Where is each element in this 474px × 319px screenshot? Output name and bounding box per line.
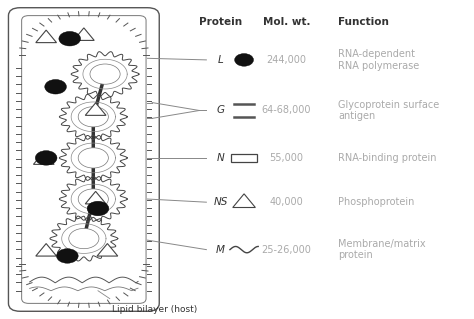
Text: Glycoprotein surface
antigen: Glycoprotein surface antigen [338, 100, 439, 121]
Polygon shape [50, 216, 118, 261]
Text: Function: Function [338, 17, 389, 27]
Polygon shape [73, 28, 94, 41]
Polygon shape [85, 191, 106, 204]
Text: M: M [216, 245, 225, 255]
Text: Lipid bilayer (host): Lipid bilayer (host) [112, 305, 197, 314]
Text: 55,000: 55,000 [270, 153, 303, 163]
Bar [231, 154, 257, 162]
Text: N: N [217, 153, 224, 163]
Polygon shape [71, 52, 139, 97]
Text: G: G [217, 106, 225, 115]
Text: NS: NS [213, 197, 228, 207]
Polygon shape [34, 152, 54, 164]
Text: 244,000: 244,000 [266, 55, 307, 65]
Circle shape [69, 228, 99, 249]
Circle shape [59, 32, 81, 46]
Circle shape [78, 148, 109, 168]
Circle shape [235, 54, 254, 66]
Text: Membrane/matrix
protein: Membrane/matrix protein [338, 239, 426, 260]
Polygon shape [59, 136, 127, 180]
Circle shape [45, 79, 66, 94]
Text: 25-26,000: 25-26,000 [262, 245, 311, 255]
Text: RNA-dependent
RNA polymerase: RNA-dependent RNA polymerase [338, 49, 419, 71]
Circle shape [56, 249, 78, 263]
Text: RNA-binding protein: RNA-binding protein [338, 153, 437, 163]
Circle shape [78, 107, 109, 127]
Text: Phosphoprotein: Phosphoprotein [338, 197, 415, 207]
Polygon shape [36, 243, 56, 256]
Circle shape [90, 64, 120, 84]
Polygon shape [85, 103, 106, 115]
Polygon shape [59, 94, 127, 139]
Circle shape [36, 151, 57, 165]
Polygon shape [59, 177, 127, 221]
FancyBboxPatch shape [9, 8, 159, 311]
Polygon shape [97, 243, 118, 256]
FancyBboxPatch shape [22, 16, 146, 303]
Circle shape [87, 201, 109, 216]
Text: 40,000: 40,000 [270, 197, 303, 207]
Text: L: L [218, 55, 223, 65]
Text: 64-68,000: 64-68,000 [262, 106, 311, 115]
Text: Mol. wt.: Mol. wt. [263, 17, 310, 27]
Polygon shape [233, 194, 255, 207]
Polygon shape [36, 30, 56, 43]
Text: Protein: Protein [199, 17, 242, 27]
Circle shape [78, 189, 109, 209]
